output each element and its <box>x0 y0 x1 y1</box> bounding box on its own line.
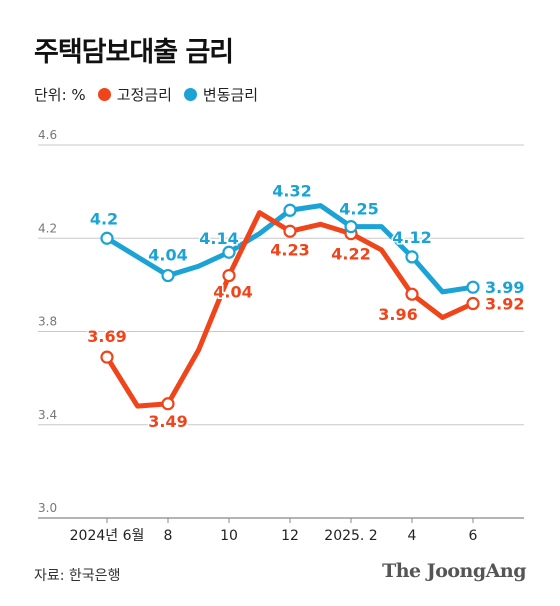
data-label-fixed: 3.69 <box>87 327 126 346</box>
x-tick-label: 10 <box>220 528 238 544</box>
data-label-variable: 4.25 <box>339 200 378 219</box>
y-tick-label: 3.8 <box>38 315 57 329</box>
data-labels: 3.69 3.49 4.04 4.23 4.22 3.96 3.92 4.2 4.04 4.14 4… <box>86 180 526 432</box>
legend-dot-variable <box>183 88 197 101</box>
data-point-variable <box>405 250 419 264</box>
legend-item-variable: 변동금리 <box>183 84 259 105</box>
legend-label-fixed: 고정금리 <box>116 86 172 104</box>
data-label-fixed: 3.96 <box>378 305 417 324</box>
unit-label: 단위: % <box>34 86 86 104</box>
data-label-variable: 4.14 <box>199 229 238 248</box>
x-tick-label: 12 <box>281 528 299 544</box>
data-point-fixed <box>100 350 114 364</box>
legend-label-variable: 변동금리 <box>202 86 259 104</box>
x-tick-label: 2025. 2 <box>324 528 377 544</box>
y-tick-label: 4.6 <box>38 128 57 142</box>
source-note: 자료: 한국은행 <box>34 568 121 584</box>
x-tick-label: 8 <box>164 528 173 544</box>
legend-item-fixed: 고정금리 <box>97 84 172 105</box>
data-label-variable: 4.32 <box>272 181 311 200</box>
data-label-variable: 4.2 <box>90 209 118 228</box>
legend: 단위: % 고정금리 변동금리 <box>34 84 270 105</box>
data-point-variable <box>466 280 480 294</box>
data-point-variable <box>100 231 114 245</box>
data-label-fixed: 4.22 <box>331 245 370 264</box>
data-label-fixed: 3.49 <box>148 412 187 431</box>
y-tick-label: 4.2 <box>38 221 57 235</box>
grid-lines <box>38 144 524 519</box>
data-point-fixed <box>466 296 480 311</box>
data-points <box>100 203 480 411</box>
x-tick-label: 2024년 6월 <box>70 528 145 544</box>
x-tick-label: 4 <box>408 528 417 544</box>
data-label-fixed: 4.23 <box>270 240 309 259</box>
data-point-variable <box>283 203 297 217</box>
y-axis-ticks: 3.0 3.4 3.8 4.2 4.6 <box>38 128 57 515</box>
y-tick-label: 3.4 <box>38 408 57 422</box>
data-point-variable <box>161 268 175 283</box>
x-tick-label: 6 <box>469 528 478 544</box>
data-label-variable: 4.04 <box>148 246 187 265</box>
data-label-variable: 3.99 <box>485 278 524 297</box>
data-point-fixed <box>283 224 297 238</box>
legend-dot-fixed <box>97 88 111 101</box>
chart-title: 주택담보대출 금리 <box>34 37 234 68</box>
data-point-fixed <box>161 397 175 411</box>
data-point-variable <box>222 245 236 259</box>
y-tick-label: 3.0 <box>38 501 57 515</box>
data-point-fixed <box>405 287 419 301</box>
brand-logo: The JoongAng <box>382 560 526 582</box>
data-label-variable: 4.12 <box>392 228 431 247</box>
data-point-fixed <box>222 268 236 283</box>
data-label-fixed: 3.92 <box>485 295 524 314</box>
data-label-fixed: 4.04 <box>213 283 252 302</box>
data-point-variable <box>344 219 358 234</box>
x-axis-ticks: 2024년 6월 8 10 12 2025. 2 4 6 <box>70 518 478 544</box>
